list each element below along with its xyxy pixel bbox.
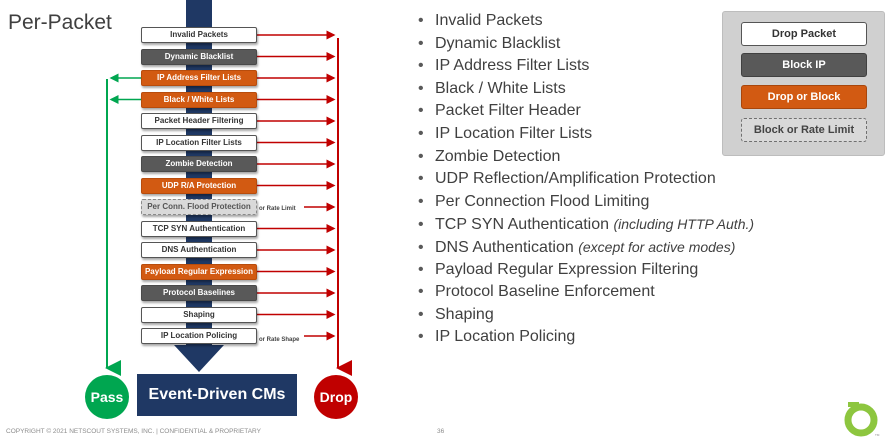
- feature-text: Packet Filter Header: [435, 102, 581, 120]
- feature-text: Black / White Lists: [435, 79, 566, 97]
- drop-circle: Drop: [314, 375, 358, 419]
- bullet-icon: •: [418, 79, 424, 97]
- slide-title: Per-Packet: [8, 11, 112, 34]
- pipeline-stage: IP Location Filter Lists: [141, 134, 257, 151]
- legend-panel: Drop Packet Block IP Drop or Block Block…: [722, 11, 885, 156]
- feature-list-item: • Packet Filter Header: [418, 100, 754, 123]
- footer-copyright: COPYRIGHT © 2021 NETSCOUT SYSTEMS, INC. …: [6, 428, 261, 435]
- feature-text: IP Location Filter Lists: [435, 124, 593, 142]
- bullet-icon: •: [418, 192, 424, 210]
- bullet-icon: •: [418, 34, 424, 52]
- legend-block-or-rate-limit: Block or Rate Limit: [741, 118, 867, 142]
- feature-text: Payload Regular Expression Filtering: [435, 260, 699, 278]
- pipeline-stage: TCP SYN Authentication: [141, 220, 257, 237]
- feature-text: IP Location Policing: [435, 328, 576, 346]
- pipeline-stage: IP Location Policing: [141, 328, 257, 344]
- bullet-icon: •: [418, 170, 424, 188]
- feature-text: TCP SYN Authentication: [435, 216, 614, 234]
- pipeline-stage: Black / White Lists: [141, 91, 257, 108]
- feature-list-item: • Zombie Detection: [418, 146, 754, 169]
- pipeline-stage: Payload Regular Expression: [141, 263, 257, 280]
- bullet-icon: •: [418, 305, 424, 323]
- feature-list-item: • DNS Authentication (except for active m…: [418, 236, 754, 259]
- legend-drop-or-block: Drop or Block: [741, 85, 867, 109]
- bullet-icon: •: [418, 124, 424, 142]
- pipeline-stage: Per Conn. Flood Protection: [141, 199, 257, 215]
- page-number: 36: [437, 428, 445, 435]
- feature-text: Per Connection Flood Limiting: [435, 192, 650, 210]
- netscout-logo-icon: TM: [844, 402, 880, 437]
- pipeline-stage: Invalid Packets: [141, 27, 257, 43]
- feature-list-item: • Payload Regular Expression Filtering: [418, 259, 754, 282]
- bullet-icon: •: [418, 283, 424, 301]
- pipeline-stage: DNS Authentication: [141, 242, 257, 258]
- feature-text: DNS Authentication: [435, 238, 579, 256]
- pipeline-stage: UDP R/A Protection: [141, 177, 257, 194]
- feature-list-item: • Protocol Baseline Enforcement: [418, 281, 754, 304]
- feature-text: Protocol Baseline Enforcement: [435, 283, 655, 301]
- feature-note: (except for active modes): [578, 238, 736, 255]
- bullet-icon: •: [418, 57, 424, 75]
- feature-text: Zombie Detection: [435, 147, 561, 165]
- feature-list-item: • TCP SYN Authentication (including HTTP …: [418, 213, 754, 236]
- pipeline-stage: IP Address Filter Lists: [141, 70, 257, 86]
- bullet-icon: •: [418, 147, 424, 165]
- pass-circle: Pass: [85, 375, 129, 419]
- bullet-icon: •: [418, 12, 424, 29]
- pipeline-stage: Dynamic Blacklist: [141, 48, 257, 65]
- pipeline-stage: Packet Header Filtering: [141, 113, 257, 129]
- event-driven-cms-box: Event-Driven CMs: [137, 374, 297, 416]
- pipeline-stage: Zombie Detection: [141, 156, 257, 172]
- feature-text: Shaping: [435, 305, 494, 323]
- legend-block-ip: Block IP: [741, 53, 867, 77]
- feature-list-item: • IP Address Filter Lists: [418, 55, 754, 78]
- feature-list-item: • Black / White Lists: [418, 78, 754, 101]
- bullet-icon: •: [418, 216, 424, 234]
- feature-text: Dynamic Blacklist: [435, 34, 561, 52]
- feature-list-item: • Dynamic Blacklist: [418, 33, 754, 56]
- feature-list-item: • Shaping: [418, 304, 754, 327]
- feature-list: • Invalid Packets • Dynamic Blacklist • IP Ad…: [418, 10, 754, 349]
- legend-drop-packet: Drop Packet: [741, 22, 867, 46]
- feature-list-item: • Per Connection Flood Limiting: [418, 191, 754, 214]
- feature-text: Invalid Packets: [435, 12, 543, 29]
- feature-text: UDP Reflection/Amplification Protection: [435, 170, 716, 188]
- feature-list-item: • IP Location Policing: [418, 326, 754, 349]
- feature-list-item: • UDP Reflection/Amplification Protection: [418, 168, 754, 191]
- feature-text: IP Address Filter Lists: [435, 57, 590, 75]
- bullet-icon: •: [418, 328, 424, 346]
- rate-limit-note: or Rate Limit: [259, 206, 296, 212]
- feature-note: (including HTTP Auth.): [613, 216, 755, 233]
- pipeline-stage: Protocol Baselines: [141, 285, 257, 301]
- svg-text:TM: TM: [875, 433, 880, 437]
- bullet-icon: •: [418, 102, 424, 120]
- feature-list-item: • Invalid Packets: [418, 10, 754, 33]
- feature-list-item: • IP Location Filter Lists: [418, 123, 754, 146]
- flow-arrow-head: [174, 345, 224, 372]
- bullet-icon: •: [418, 238, 424, 256]
- pipeline-stage: Shaping: [141, 306, 257, 323]
- bullet-icon: •: [418, 260, 424, 278]
- rate-shape-note: or Rate Shape: [259, 337, 300, 343]
